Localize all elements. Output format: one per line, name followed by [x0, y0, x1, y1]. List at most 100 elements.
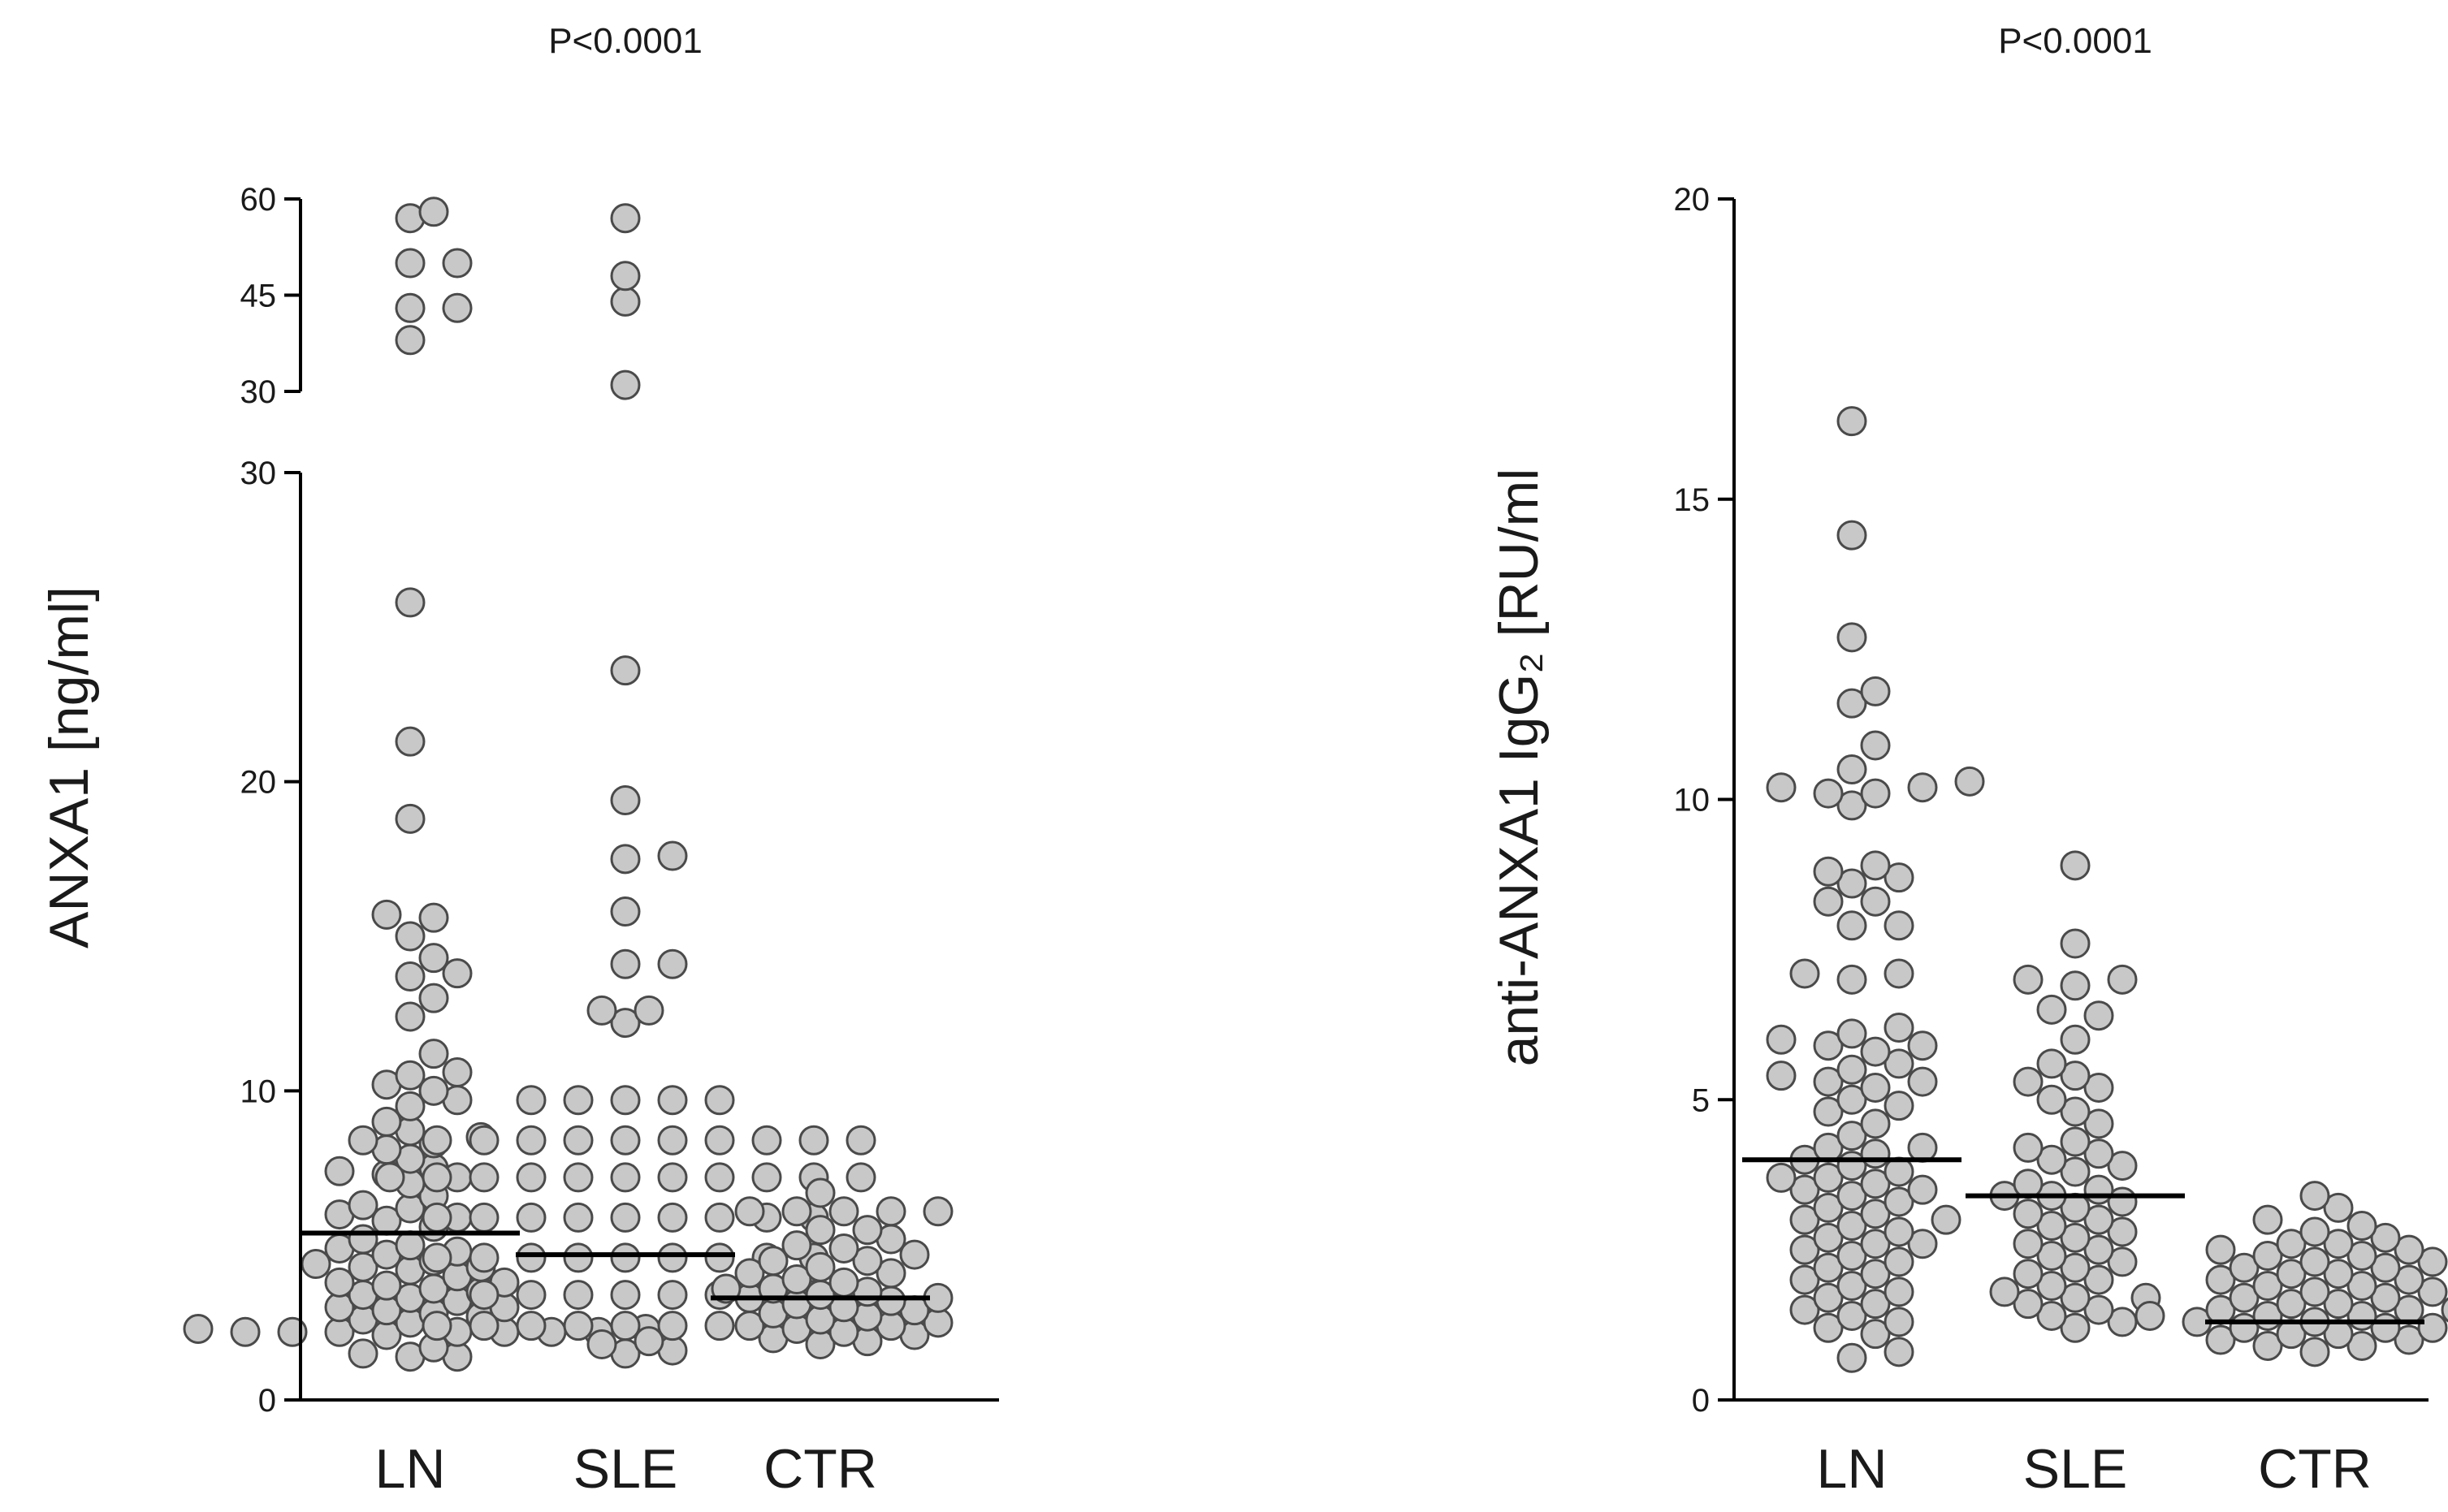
data-point [442, 248, 473, 279]
panel-2-categories: LN SLE CTR [1817, 1438, 2372, 1500]
data-point [610, 1280, 641, 1311]
data-point [418, 902, 449, 933]
data-point [2083, 1072, 2114, 1103]
data-point [610, 896, 641, 927]
data-point [2060, 970, 2091, 1001]
data-point [610, 1162, 641, 1193]
data-point [2394, 1264, 2424, 1295]
data-point [704, 1311, 735, 1341]
data-point [1789, 1264, 1820, 1295]
panel-1-y-axis-label: ANXA1 [ng/ml] [38, 586, 100, 948]
data-point [2417, 1246, 2448, 1277]
x-category-label: LN [375, 1438, 446, 1500]
data-point [610, 785, 641, 816]
data-point [586, 1328, 617, 1359]
data-point [395, 248, 426, 279]
data-point [516, 1311, 547, 1341]
data-point [899, 1239, 930, 1270]
data-point [395, 803, 426, 834]
y-tick-label: 20 [240, 765, 277, 801]
data-point [1860, 1319, 1891, 1350]
data-point [348, 1224, 378, 1255]
data-point [657, 948, 688, 979]
y-tick-label: 10 [1674, 783, 1711, 819]
data-point [1789, 1234, 1820, 1265]
data-point [2299, 1181, 2330, 1212]
panel-2-ticks: 0 5 10 15 20 [1674, 182, 1734, 1419]
data-point [442, 1056, 473, 1087]
data-point [1836, 1054, 1867, 1085]
data-point [2036, 994, 2067, 1025]
data-point [1860, 1036, 1891, 1067]
data-point [1813, 1096, 1844, 1127]
data-point [2013, 964, 2044, 995]
data-point [2394, 1324, 2424, 1355]
data-point [2083, 1000, 2114, 1031]
data-point [1907, 1229, 1938, 1259]
data-point [781, 1230, 812, 1261]
data-point [1836, 1300, 1867, 1331]
data-point [348, 1338, 378, 1369]
data-point [2299, 1337, 2330, 1367]
data-point [2346, 1211, 2377, 1242]
data-point [2060, 1126, 2091, 1157]
data-point [348, 1190, 378, 1220]
data-point [2036, 1241, 2067, 1272]
data-point [657, 1202, 688, 1233]
data-point [516, 1202, 547, 1233]
data-point [395, 325, 426, 356]
y-tick-label: 10 [240, 1074, 277, 1109]
data-point [1813, 856, 1844, 887]
data-point [418, 197, 449, 227]
data-point [2276, 1229, 2307, 1259]
data-point [828, 1196, 859, 1227]
data-point [586, 995, 617, 1026]
panel-1-ticks: 0 10 20 30 30 45 60 [240, 182, 301, 1419]
data-point [852, 1215, 883, 1246]
data-point [1860, 1259, 1891, 1290]
data-point [1813, 1162, 1844, 1193]
data-point [1836, 1181, 1867, 1212]
data-point [2107, 964, 2138, 995]
data-point [2205, 1264, 2236, 1295]
data-point [516, 1242, 547, 1273]
data-point [1836, 754, 1867, 785]
data-point [2252, 1204, 2283, 1235]
data-point [1813, 1222, 1844, 1253]
panel-1-categories: LN SLE CTR [375, 1438, 877, 1500]
data-point [1813, 778, 1844, 809]
data-point [2036, 1270, 2067, 1301]
data-point [2060, 1252, 2091, 1283]
data-point [371, 1106, 402, 1137]
data-point [2036, 1300, 2067, 1331]
data-point [2013, 1066, 2044, 1097]
data-point [1884, 1307, 1914, 1337]
data-point [610, 369, 641, 400]
data-point [1884, 1091, 1914, 1121]
data-point [734, 1258, 765, 1289]
data-point [704, 1162, 735, 1193]
data-point [1836, 1121, 1867, 1151]
data-point [2060, 928, 2091, 959]
data-point [374, 1162, 405, 1193]
panel-1-points [183, 197, 954, 1372]
data-point [395, 1230, 426, 1261]
data-point [563, 1085, 594, 1116]
data-point [324, 1267, 355, 1298]
data-point [2252, 1270, 2283, 1301]
data-point [516, 1125, 547, 1156]
data-point [2060, 1024, 2091, 1055]
data-point [1766, 1162, 1797, 1193]
y-tick-label: 0 [258, 1383, 276, 1419]
data-point [516, 1162, 547, 1193]
data-point [657, 840, 688, 871]
panel-1-axes [299, 199, 999, 1402]
data-point [516, 1085, 547, 1116]
data-point [1836, 868, 1867, 899]
data-point [469, 1125, 500, 1156]
data-point [1860, 730, 1891, 761]
data-point [2299, 1216, 2330, 1247]
data-point [2229, 1282, 2260, 1313]
data-point [1836, 790, 1867, 821]
data-point [846, 1125, 876, 1156]
